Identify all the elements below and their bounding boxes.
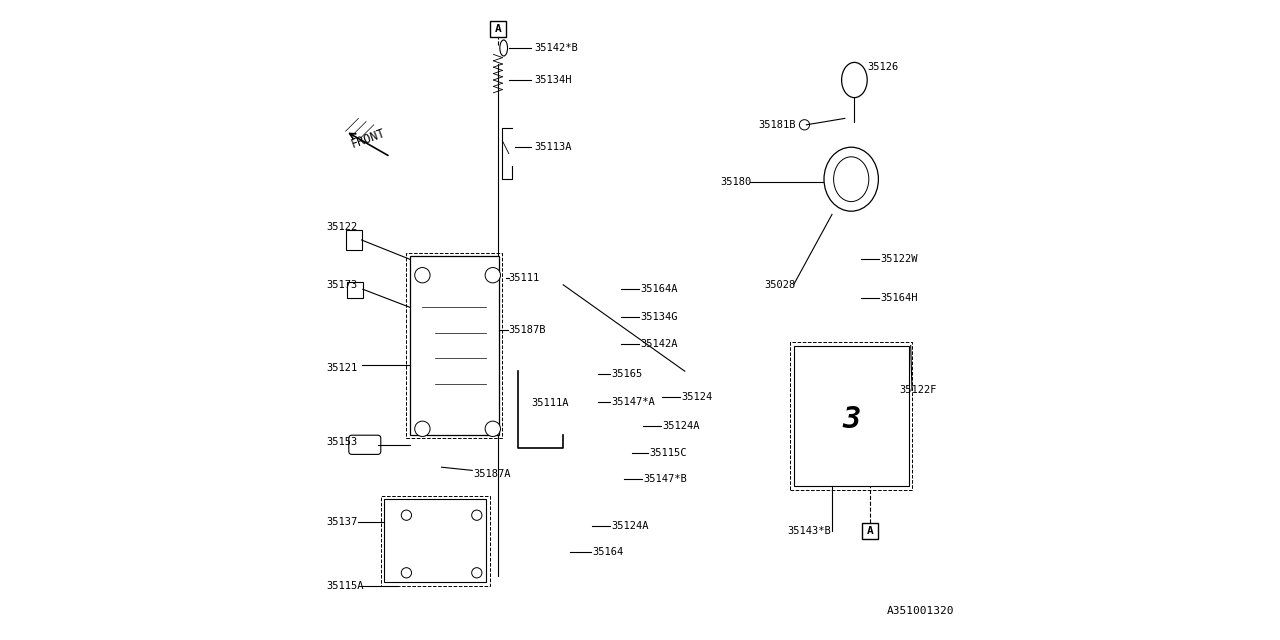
Circle shape [402, 568, 412, 578]
Circle shape [402, 510, 412, 520]
Ellipse shape [824, 147, 878, 211]
Text: 35165: 35165 [612, 369, 643, 380]
Text: 35187A: 35187A [474, 468, 511, 479]
Text: 35147*A: 35147*A [612, 397, 655, 407]
Text: 35142A: 35142A [640, 339, 677, 349]
Circle shape [472, 510, 483, 520]
Text: 35187B: 35187B [508, 324, 547, 335]
Text: 35134G: 35134G [640, 312, 677, 322]
Circle shape [415, 268, 430, 283]
Ellipse shape [833, 157, 869, 202]
Text: 35122W: 35122W [881, 254, 918, 264]
Ellipse shape [842, 63, 868, 98]
Text: 35028: 35028 [765, 280, 796, 290]
Circle shape [415, 421, 430, 436]
Text: 35124A: 35124A [612, 521, 649, 531]
FancyBboxPatch shape [346, 230, 362, 250]
Ellipse shape [499, 40, 507, 56]
Text: 35124A: 35124A [663, 420, 700, 431]
Circle shape [485, 421, 500, 436]
Text: FRONT: FRONT [349, 126, 387, 150]
Text: 35181B: 35181B [759, 120, 796, 130]
Text: 35173: 35173 [326, 280, 357, 290]
Text: 35137: 35137 [326, 516, 357, 527]
Bar [381, 496, 490, 586]
Text: 35164A: 35164A [640, 284, 677, 294]
Circle shape [485, 268, 500, 283]
Circle shape [472, 568, 483, 578]
Text: A351001320: A351001320 [886, 606, 954, 616]
Text: 35121: 35121 [326, 363, 357, 373]
Text: 35111: 35111 [508, 273, 540, 284]
Text: A: A [867, 526, 874, 536]
Bar [490, 21, 506, 37]
Text: 35180: 35180 [719, 177, 751, 188]
Bar [384, 499, 486, 582]
Text: 35122: 35122 [326, 222, 357, 232]
Text: 35122F: 35122F [900, 385, 937, 396]
Text: 35142*B: 35142*B [535, 43, 579, 53]
Text: 35164: 35164 [591, 547, 623, 557]
Bar [863, 524, 878, 539]
Bar [791, 342, 911, 490]
FancyBboxPatch shape [348, 435, 381, 454]
Bar [407, 253, 502, 438]
Bar [347, 282, 364, 298]
Text: 3: 3 [842, 404, 860, 434]
Text: 35124: 35124 [681, 392, 713, 402]
Text: 35113A: 35113A [535, 142, 572, 152]
Text: 35115A: 35115A [326, 580, 364, 591]
Text: 35111A: 35111A [531, 398, 568, 408]
Circle shape [799, 120, 810, 130]
Text: 35143*B: 35143*B [787, 526, 831, 536]
Text: 35134H: 35134H [535, 75, 572, 85]
Text: 35147*B: 35147*B [644, 474, 687, 484]
Bar [794, 346, 909, 486]
Text: 35115C: 35115C [650, 448, 687, 458]
Text: 35164H: 35164H [881, 292, 918, 303]
Text: A: A [494, 24, 502, 34]
Text: 35153: 35153 [326, 436, 357, 447]
Text: 35126: 35126 [868, 62, 899, 72]
Bar [410, 256, 499, 435]
